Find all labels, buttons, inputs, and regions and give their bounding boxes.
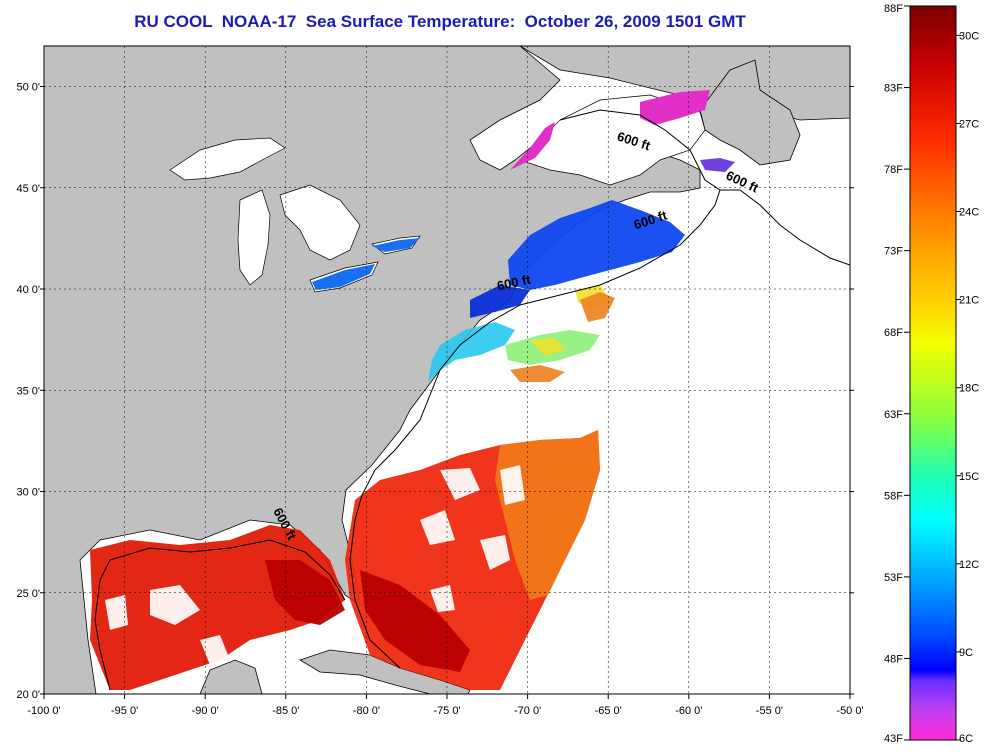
colorbar-c-label: 27C [959,118,979,130]
lake-huron [279,184,361,261]
lake-michigan [237,189,271,286]
land-yucatan [199,659,263,694]
y-tick-label: 30 0' [16,487,40,499]
sst-cyan-coastal [428,322,515,382]
y-tick-label: 25 0' [16,588,40,600]
sst-lake-ontario [372,238,420,252]
isobath-600ft-southeast [349,394,431,669]
x-tick-label: -90 0' [192,705,219,717]
isobath-label: 600 ft [496,272,533,294]
land-cuba [299,649,471,694]
colorbar-fahrenheit-labels: 88F 83F 78F 73F 68F 63F 58F 53F 48F 43F [884,3,910,745]
x-tick-label: -55 0' [756,705,783,717]
sst-st-lawrence-magenta [510,90,710,170]
y-tick-label: 45 0' [16,183,40,195]
colorbar-c-label: 21C [959,295,979,307]
colorbar-f-label: 73F [884,246,903,258]
sst-atlantic-orange [495,430,600,600]
colorbar-celsius-labels: 30C 27C 24C 21C 18C 15C 12C 9C 6C [956,30,979,745]
x-tick-label: -65 0' [595,705,622,717]
colorbar-c-label: 12C [959,559,979,571]
lake-superior [169,137,286,181]
colorbar-f-label: 48F [884,653,903,665]
colorbar-c-label: 30C [959,30,979,42]
x-tick-label: -100 0' [27,705,60,717]
x-tick-label: -70 0' [514,705,541,717]
sst-lake-erie [312,264,375,290]
colorbar-c-label: 18C [959,383,979,395]
isobath-600ft-northeast [429,189,850,396]
y-tick-label: 40 0' [16,284,40,296]
colorbar-f-label: 58F [884,490,903,502]
x-axis-ticks: -100 0' -95 0' -90 0' -85 0' -80 0' -75 0' -70… [27,694,864,717]
isobath-600ft-gulf [94,539,346,691]
colorbar-f-label: 78F [884,164,903,176]
sst-orange-slope [510,292,615,382]
x-tick-label: -85 0' [272,705,299,717]
colorbar-f-label: 68F [884,327,903,339]
colorbar-f-label: 83F [884,83,903,95]
x-tick-label: -75 0' [433,705,460,717]
sst-shelf-blue [508,200,685,290]
colorbar-c-label: 6C [959,733,973,745]
y-tick-label: 20 0' [16,689,40,701]
x-tick-label: -95 0' [111,705,138,717]
sst-gulf-of-maine [470,285,530,318]
y-tick-label: 35 0' [16,385,40,397]
isobath-600ft-canada [559,109,721,191]
y-axis-ticks: 20 0' 25 0' 30 0' 35 0' 40 0' 45 0' 50 0' [16,82,854,701]
colorbar [909,5,957,741]
y-tick-label: 50 0' [16,82,40,94]
sst-gulf-deep-red [265,560,470,672]
x-tick-label: -60 0' [675,705,702,717]
colorbar-f-label: 53F [884,572,903,584]
sst-purple-strait [700,158,735,172]
colorbar-c-label: 9C [959,647,973,659]
colorbar-f-label: 88F [884,3,903,15]
colorbar-f-label: 43F [884,733,903,745]
colorbar-c-label: 24C [959,207,979,219]
colorbar-f-label: 63F [884,409,903,421]
figure-title: RU COOL NOAA-17 Sea Surface Temperature:… [134,12,746,31]
colorbar-c-label: 15C [959,471,979,483]
x-tick-label: -80 0' [353,705,380,717]
x-tick-label: -50 0' [836,705,863,717]
